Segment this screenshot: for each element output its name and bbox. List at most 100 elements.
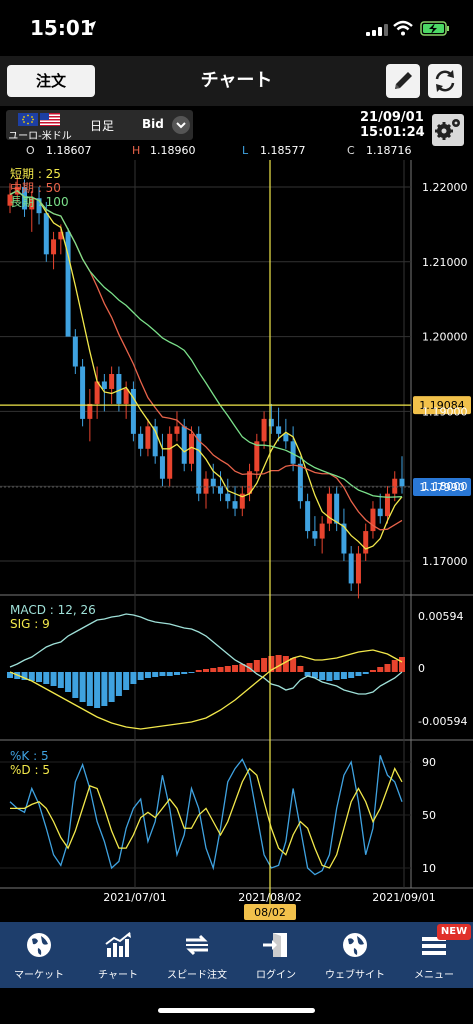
macd-signal-line [9, 649, 403, 730]
close-value: 1.18716 [366, 144, 412, 157]
candle-body [355, 553, 361, 584]
globe-icon [27, 933, 51, 957]
candle-body [152, 426, 158, 457]
macd-histogram-bar [144, 672, 151, 678]
refresh-button[interactable] [428, 64, 462, 98]
macd-line [9, 613, 403, 695]
stoch-k-line [9, 755, 403, 876]
candle-body [341, 523, 347, 554]
candle-body [94, 381, 100, 404]
chart-settings-button[interactable] [432, 114, 464, 146]
stochastic-panel [0, 755, 411, 876]
candle-body [87, 403, 93, 419]
tab-chart[interactable]: チャート [79, 922, 157, 988]
tab-login[interactable]: ログイン [237, 922, 315, 988]
price-tick-label: 1.22000 [422, 181, 468, 194]
ma-legend-2: 長期 : 100 [10, 195, 69, 209]
macd-histogram-bar [79, 672, 86, 702]
candle-body [268, 418, 274, 427]
macd-histogram-bar [86, 672, 93, 706]
candle-body [174, 426, 180, 434]
macd-histogram-bar [282, 656, 289, 672]
candle-body [232, 501, 238, 509]
macd-histogram-bar [224, 666, 231, 672]
signal-icon [366, 24, 388, 36]
stoch-tick-label: 90 [422, 756, 436, 769]
macd-histogram-bar [36, 672, 43, 682]
candle-body [276, 426, 282, 434]
symbol-selector[interactable]: ユーロ-米ドル 日足 Bid [6, 110, 193, 142]
candle-body [261, 418, 267, 442]
candle-body [123, 388, 129, 404]
status-bar: 15:01 [0, 0, 473, 56]
macd-histogram-bar [377, 667, 384, 672]
tab-speed-order[interactable]: スピード注文 [158, 922, 236, 988]
macd-tick-label: -0.00594 [418, 715, 467, 728]
speed-order-icon [186, 934, 208, 956]
crosshair[interactable]: 1.19084 08/02 1.17990 [0, 160, 471, 920]
candle-body [384, 493, 390, 517]
macd-histogram-bar [333, 672, 340, 680]
macd-legend-1: SIG : 9 [10, 617, 50, 631]
candle-body [210, 478, 216, 487]
candle-body [145, 426, 151, 449]
tab-website[interactable]: ウェブサイト [316, 922, 394, 988]
macd-histogram-bar [275, 655, 282, 672]
candle-body [297, 463, 303, 502]
macd-histogram-bar [65, 672, 72, 692]
tab-label: メニュー [414, 970, 454, 981]
macd-tick-label: 0 [418, 662, 425, 675]
candle-body [305, 501, 311, 532]
location-arrow-icon [86, 21, 96, 31]
candle-body [196, 433, 202, 494]
candle-body [239, 493, 245, 509]
eu-flag-icon [18, 113, 38, 126]
tab-label: スピード注文 [167, 970, 227, 981]
macd-histogram-bar [28, 672, 35, 681]
tab-menu[interactable]: メニュー NEW [395, 922, 473, 988]
date-label: 21/09/01 [360, 110, 424, 125]
price-type-label[interactable]: Bid [142, 117, 164, 131]
candle-body [290, 441, 296, 464]
chart-area[interactable]: 1.19084 08/02 1.17990 1.22000 1.21000 1.2000… [0, 160, 473, 922]
bar-chart-icon [105, 932, 131, 957]
candle-body [218, 486, 224, 494]
moving-averages [9, 189, 403, 550]
macd-histogram-bar [268, 656, 275, 672]
macd-histogram-bar [210, 668, 217, 672]
macd-histogram-bar [326, 672, 333, 681]
macd-histogram-bar [290, 658, 297, 672]
open-label: O [26, 144, 35, 157]
edit-button[interactable] [386, 64, 420, 98]
high-value: 1.18960 [150, 144, 196, 157]
timeframe-label[interactable]: 日足 [90, 119, 115, 133]
candle-body [334, 493, 340, 524]
crosshair-price-box [413, 396, 471, 415]
crosshair-price-label: 1.19084 [419, 399, 465, 412]
macd-histogram-bar [21, 672, 28, 680]
macd-histogram-bar [72, 672, 79, 698]
tab-market[interactable]: マーケット [0, 922, 78, 988]
stoch-legend-1: %D : 5 [10, 763, 50, 777]
macd-histogram-bar [50, 672, 57, 686]
gear-icon [435, 119, 460, 140]
order-button[interactable]: 注文 [7, 65, 95, 97]
stoch-legend-0: %K : 5 [10, 749, 49, 763]
chart-info-row: ユーロ-米ドル 日足 Bid 21/09/01 15:01:24 O 1.186… [0, 106, 473, 160]
stoch-tick-label: 10 [422, 862, 436, 875]
candle-body [43, 213, 49, 255]
macd-histogram-bar [130, 672, 137, 684]
candle-body [188, 433, 194, 464]
candle-body [348, 553, 354, 584]
ma-long-line [9, 189, 403, 498]
candle-body [116, 374, 122, 404]
price-tick-label: 1.19000 [422, 405, 468, 418]
macd-histogram-bar [319, 672, 326, 680]
candle-body [312, 531, 318, 539]
price-tick-label: 1.18000 [422, 480, 468, 493]
candle-body [181, 426, 187, 464]
tab-label: マーケット [14, 970, 64, 981]
low-value: 1.18577 [260, 144, 306, 157]
price-type-dropdown[interactable] [172, 116, 190, 134]
tab-label: ログイン [256, 970, 296, 981]
